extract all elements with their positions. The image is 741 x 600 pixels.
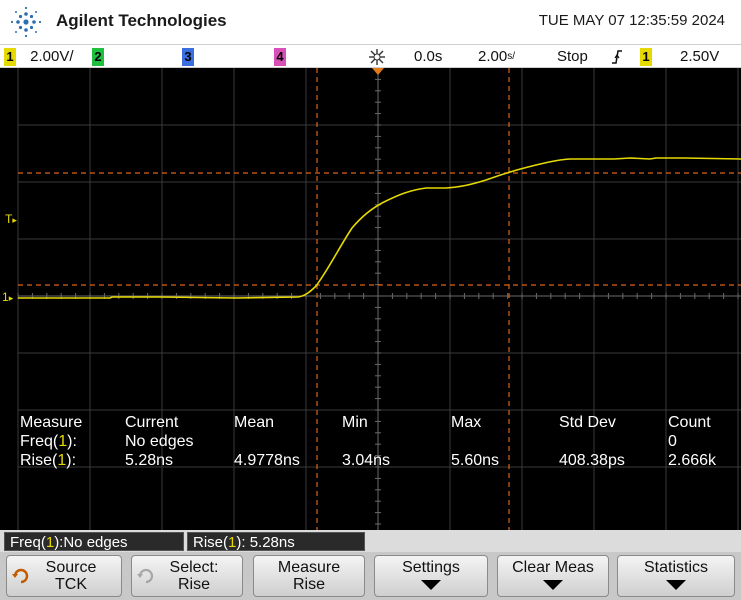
readout-freq[interactable]: Freq(1):No edges: [4, 532, 184, 551]
readout-freq-pre: Freq(: [10, 534, 46, 551]
readout-rise[interactable]: Rise(1): 5.28ns: [187, 532, 365, 551]
down-arrow-icon: [543, 580, 563, 590]
channel-1-waveform: [18, 157, 741, 299]
clear-meas-softkey[interactable]: Clear Meas: [497, 555, 609, 597]
measure-softkey-value: Rise: [292, 576, 325, 593]
header-mean: Mean: [234, 414, 275, 431]
row-rise-min: 3.04ns: [342, 452, 391, 469]
channel-3-status[interactable]: 3: [182, 47, 194, 67]
select-softkey-value: Rise: [177, 576, 210, 593]
header-min: Min: [342, 414, 368, 431]
brand-name: Agilent Technologies: [56, 11, 227, 30]
scope-display: T▸ 1▸ Measure Current Mean Min Max Std D…: [0, 68, 741, 530]
readout-rise-source: 1: [228, 534, 237, 551]
trigger-level-label: T: [5, 212, 13, 226]
row-freq-label: Freq(1):: [20, 433, 77, 451]
time-scale-unit: s/: [507, 51, 515, 62]
row-rise-close: ):: [66, 452, 77, 469]
header-measure: Measure: [20, 414, 83, 431]
status-bar: 1 2.00V/ 2 3 4 0.0s 2.00s/ Stop 1 2.50V: [0, 44, 741, 68]
channel-3-badge: 3: [182, 48, 194, 66]
row-rise-max: 5.60ns: [451, 452, 500, 469]
measure-softkey[interactable]: Measure Rise: [253, 555, 365, 597]
header-max: Max: [451, 414, 482, 431]
statistics-softkey[interactable]: Statistics: [617, 555, 735, 597]
row-freq-source: 1: [58, 433, 68, 450]
row-freq-current: No edges: [125, 433, 194, 450]
rising-edge-icon: [611, 47, 623, 67]
measure-softkey-label: Measure: [277, 559, 341, 576]
channel-1-ground-marker: 1▸: [2, 290, 14, 304]
source-softkey-label: Source: [45, 559, 97, 576]
waveform-graticule: [17, 68, 741, 530]
select-softkey[interactable]: Select: Rise: [131, 555, 243, 597]
softkey-bar: Source TCK Select: Rise Measure Rise Set…: [0, 552, 741, 600]
readout-rise-value: ): 5.28ns: [236, 534, 295, 551]
date-time: TUE MAY 07 12:35:59 2024: [538, 12, 725, 29]
time-scale[interactable]: 2.00s/: [478, 47, 515, 67]
source-softkey-value: TCK: [55, 576, 87, 593]
header: Agilent Technologies TUE MAY 07 12:35:59…: [0, 0, 741, 44]
readout-freq-value: ):No edges: [54, 534, 128, 551]
channel-2-status[interactable]: 2: [92, 47, 104, 67]
trigger-source-badge: 1: [640, 48, 652, 66]
channel-1-ground-label: 1: [2, 290, 9, 304]
measurement-cursors: [18, 68, 741, 530]
rotate-knob-icon: [137, 568, 154, 584]
settings-softkey-label: Settings: [402, 559, 460, 576]
row-rise-std-dev: 408.38ps: [559, 452, 625, 469]
row-freq-name: Freq(: [20, 433, 59, 450]
measurement-readouts: Freq(1):No edges Rise(1): 5.28ns: [0, 530, 741, 552]
time-delay[interactable]: 0.0s: [414, 48, 443, 65]
header-count: Count: [668, 414, 711, 431]
clear-meas-softkey-label: Clear Meas: [512, 559, 594, 576]
row-rise-name: Rise(: [20, 452, 58, 469]
run-state: Stop: [557, 48, 588, 65]
row-rise-current: 5.28ns: [125, 452, 174, 469]
header-current: Current: [125, 414, 179, 431]
time-scale-value: 2.00: [478, 48, 508, 65]
settings-softkey[interactable]: Settings: [374, 555, 488, 597]
row-freq-close: ):: [67, 433, 77, 450]
channel-4-status[interactable]: 4: [274, 47, 286, 67]
trigger-position-marker: [372, 68, 384, 75]
agilent-spark-icon: [10, 6, 42, 38]
readout-rise-pre: Rise(: [193, 534, 229, 551]
rotate-knob-icon: [12, 568, 29, 584]
row-rise-count: 2.666k: [668, 452, 717, 469]
header-std-dev: Std Dev: [559, 414, 616, 431]
row-rise-source: 1: [57, 452, 67, 469]
channel-4-badge: 4: [274, 48, 286, 66]
row-freq-count: 0: [668, 433, 677, 450]
measurement-table: Measure Current Mean Min Max Std Dev Cou…: [0, 414, 741, 474]
down-arrow-icon: [421, 580, 441, 590]
trigger-position-icon: [368, 47, 386, 67]
channel-1-scale: 2.00V/: [30, 48, 74, 65]
readout-freq-source: 1: [45, 534, 55, 551]
channel-1-badge: 1: [4, 48, 16, 66]
channel-2-badge: 2: [92, 48, 104, 66]
trigger-level[interactable]: 2.50V: [680, 48, 720, 65]
channel-1-status[interactable]: 1 2.00V/: [4, 47, 74, 67]
row-rise-label: Rise(1):: [20, 452, 76, 470]
statistics-softkey-label: Statistics: [643, 559, 708, 576]
trigger-source[interactable]: 1: [640, 47, 652, 67]
select-softkey-label: Select:: [169, 559, 219, 576]
source-softkey[interactable]: Source TCK: [6, 555, 122, 597]
trigger-level-marker: T▸: [5, 212, 17, 226]
row-rise-mean: 4.9778ns: [234, 452, 300, 469]
down-arrow-icon: [666, 580, 686, 590]
